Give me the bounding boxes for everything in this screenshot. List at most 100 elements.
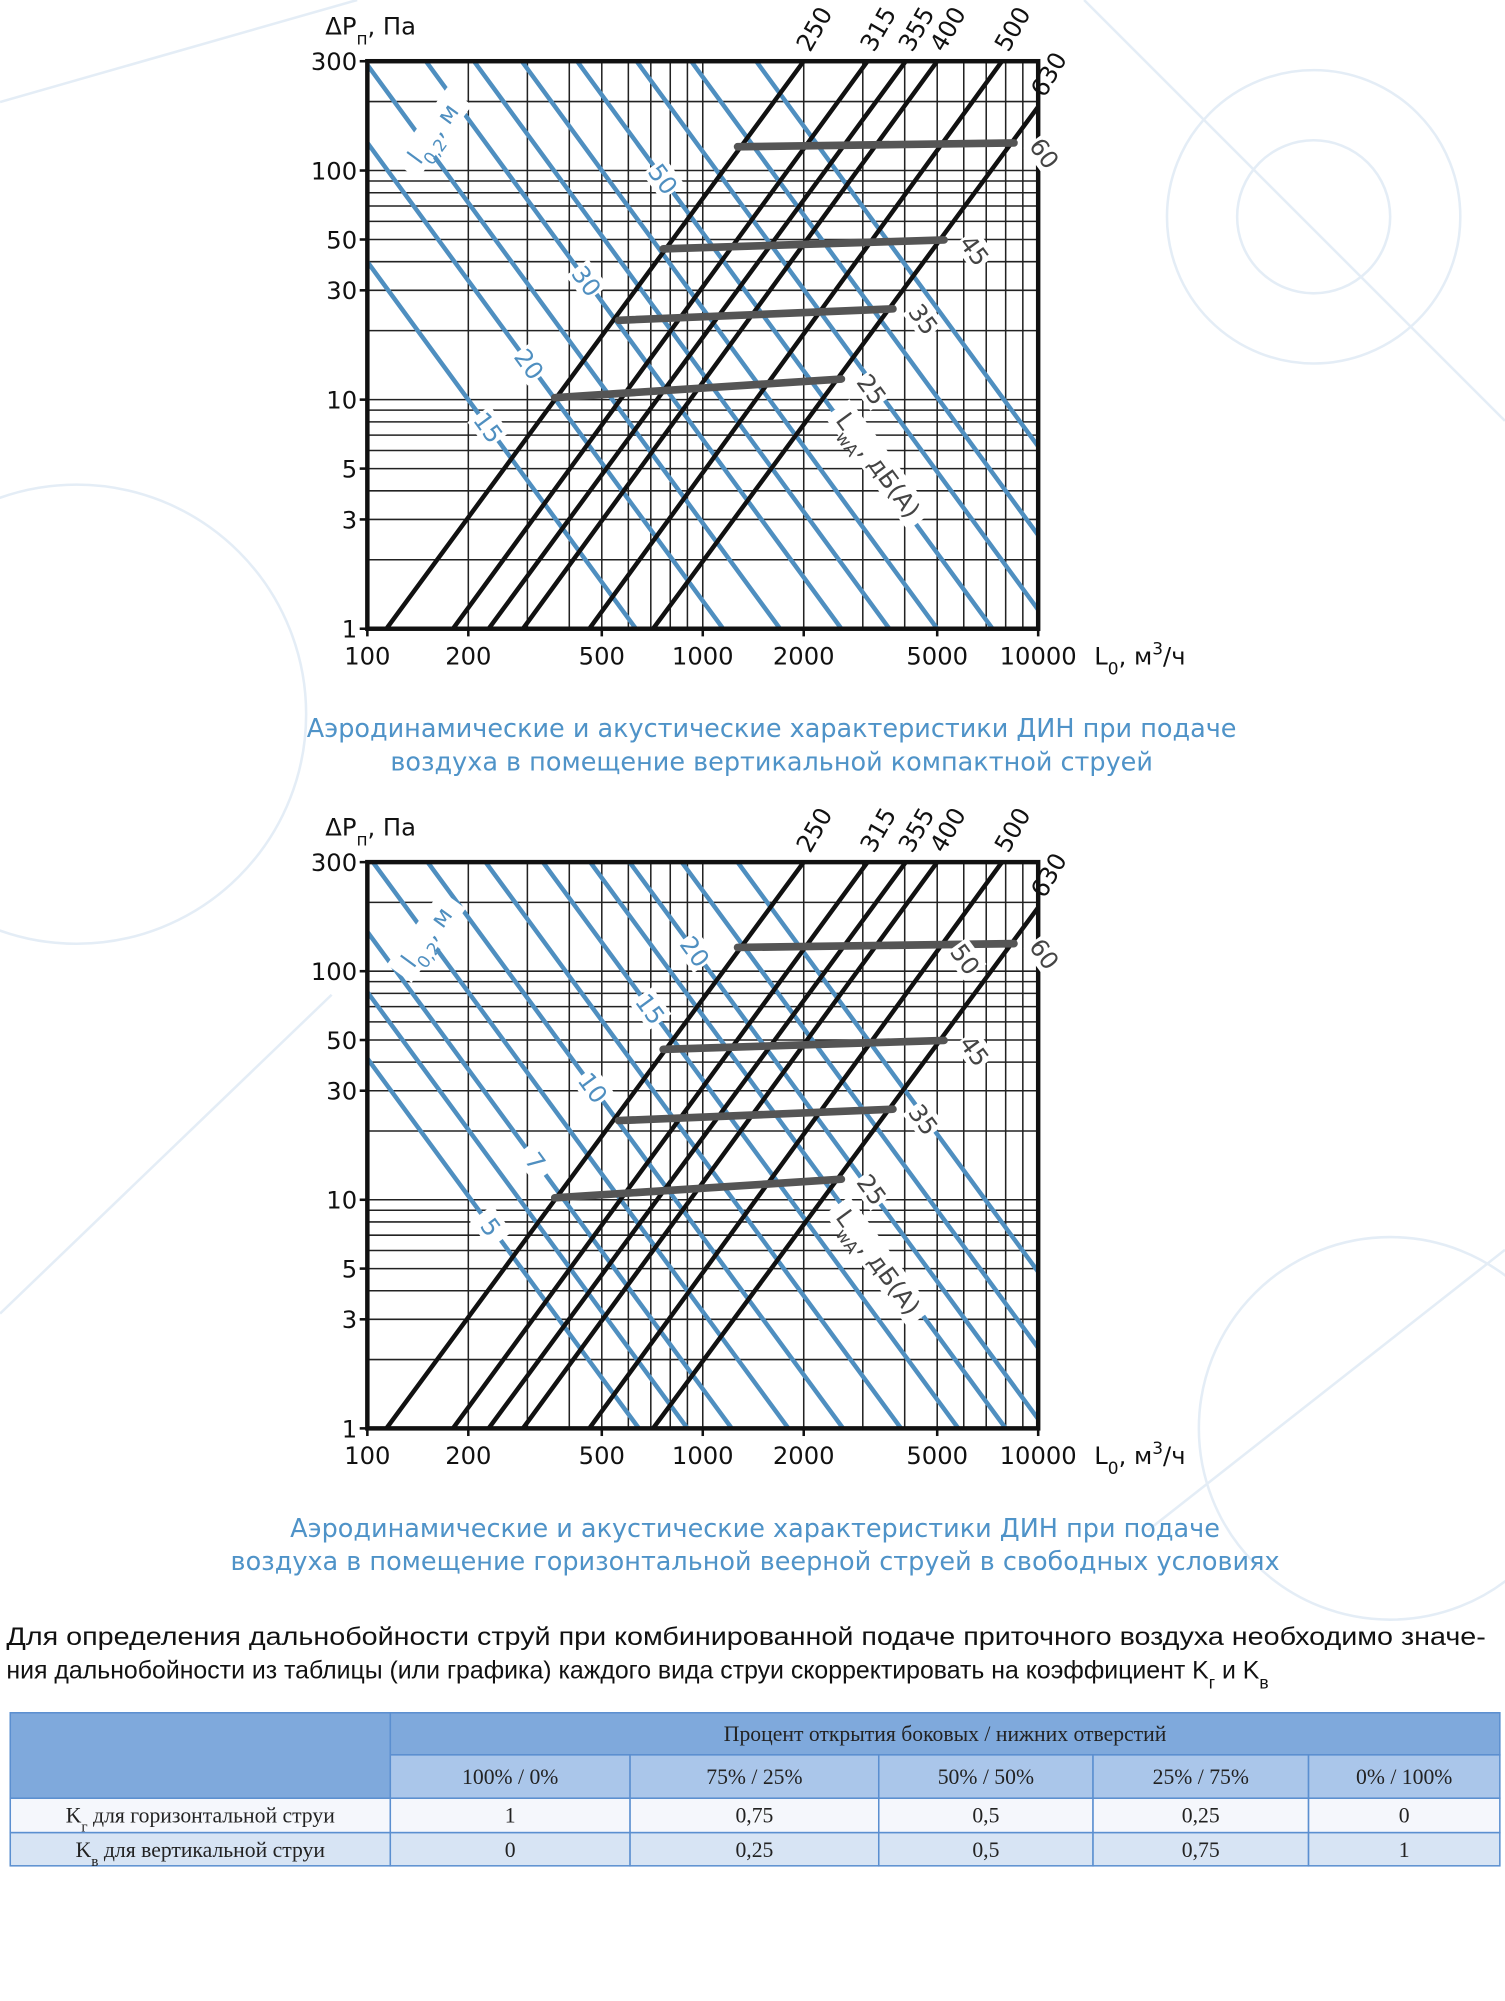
size-line [587, 862, 1005, 1429]
text-part: г [81, 1818, 87, 1835]
x-tick-label: 1000 [672, 1442, 734, 1470]
table-cell [1307, 1831, 1501, 1867]
text-part: 3 [1152, 638, 1163, 658]
table-cell [9, 1831, 392, 1867]
table-column-header: 25% / 75% [1153, 1765, 1249, 1789]
throw-line [753, 61, 1039, 451]
chart-caption: воздуха в помещение вертикальной компакт… [390, 747, 1153, 777]
x-tick-label: 2000 [773, 1442, 835, 1470]
y-tick-label: 5 [342, 1256, 357, 1284]
size-line [520, 61, 940, 629]
background-decoration [0, 0, 1505, 1621]
x-tick-label: 200 [445, 1442, 491, 1470]
label-background [850, 367, 894, 411]
y-tick-label: 50 [326, 1027, 357, 1055]
x-tick-label: 500 [579, 1442, 625, 1470]
throw-line [370, 862, 791, 1429]
y-tick-label: 3 [342, 1306, 357, 1334]
x-tick-label: 1000 [672, 642, 734, 670]
text-part: L [1094, 1442, 1108, 1470]
throw-line [735, 862, 1039, 1276]
chart-caption: Аэродинамические и акустические характер… [307, 714, 1237, 744]
table-cell-text: 0 [505, 1838, 516, 1862]
text-part: , Па [368, 12, 416, 40]
noise-line [614, 305, 897, 325]
x-tick-label: 10000 [1000, 1442, 1077, 1470]
table-group-header: Процент открытия боковых / нижних отверс… [724, 1722, 1167, 1746]
noise-line [733, 139, 1018, 151]
throw-line [634, 61, 1039, 614]
table-cell-text: 0 [1399, 1803, 1410, 1827]
label-background [953, 1028, 996, 1073]
table-row-label: Kв для вертикальной струи [76, 1838, 326, 1869]
label-background [953, 228, 996, 272]
label-background [902, 1097, 945, 1142]
x-tick-label: 5000 [906, 1442, 968, 1470]
label-background [850, 1167, 894, 1212]
label-background [902, 297, 945, 341]
table-column-header: 0% / 100% [1356, 1765, 1452, 1789]
table: Процент открытия боковых / нижних отверс… [9, 1712, 1501, 1869]
text-part: для горизонтальной струи [88, 1803, 336, 1827]
size-label: 500 [989, 803, 1036, 857]
size-line [450, 61, 870, 629]
table-column-header: 100% / 0% [462, 1765, 558, 1789]
noise-line [550, 1175, 846, 1202]
size-line [520, 862, 940, 1429]
table-row-label: Kг для горизонтальной струи [66, 1803, 335, 1834]
table-cell [629, 1831, 880, 1867]
text-part: ния дальнобойности из таблицы (или графи… [6, 1656, 1209, 1684]
size-line [450, 862, 870, 1429]
size-label: 250 [791, 803, 838, 857]
table-cell-text: 1 [1399, 1838, 1410, 1862]
text-part: , м [1119, 1442, 1153, 1470]
size-line [587, 61, 1005, 629]
table-cell-text: 0,75 [1182, 1838, 1220, 1862]
label-background [629, 987, 672, 1031]
x-tick-label: 200 [445, 642, 491, 670]
y-tick-label: 10 [326, 1187, 357, 1215]
table-cell [9, 1712, 392, 1799]
text-part: 3 [1152, 1438, 1163, 1458]
y-tick-label: 10 [326, 387, 357, 415]
y-tick-label: 1 [342, 616, 357, 644]
x-tick-label: 100 [344, 642, 390, 670]
text-part: для вертикальной струи [98, 1838, 325, 1862]
label-background [565, 259, 608, 303]
label-background [824, 1196, 933, 1328]
x-tick-label: 100 [344, 1442, 390, 1470]
table-cell [1092, 1797, 1310, 1834]
label-background [508, 342, 551, 386]
y-tick-label: 300 [311, 48, 357, 76]
table-cell-text: 0,25 [1182, 1803, 1220, 1827]
label-background [469, 1205, 513, 1249]
table-cell-text: 0,5 [972, 1803, 999, 1827]
text-part: K [66, 1803, 82, 1827]
label-background [824, 399, 933, 531]
size-label: 250 [791, 2, 838, 56]
size-label: 400 [924, 2, 971, 56]
table-cell [629, 1754, 880, 1799]
label-background [393, 87, 473, 180]
throw-line [367, 988, 690, 1429]
lines [367, 862, 1039, 1429]
text-part: 0 [1108, 1458, 1119, 1478]
table-cell [9, 1797, 392, 1834]
throw-line [483, 862, 904, 1429]
text-part: /ч [1163, 642, 1185, 670]
text-part: в [91, 1852, 98, 1869]
x-tick-label: 2000 [773, 642, 835, 670]
y-axis-label: ΔPп, Па [325, 813, 416, 849]
throw-line [423, 61, 844, 629]
throw-line [679, 862, 1039, 1352]
text-part: в [1259, 1672, 1268, 1692]
text-block: Для определения дальнобойности струй при… [6, 1623, 1485, 1692]
throw-line [367, 1054, 642, 1429]
size-label: 315 [855, 2, 902, 56]
label-background [944, 937, 987, 981]
throw-line [425, 862, 846, 1429]
